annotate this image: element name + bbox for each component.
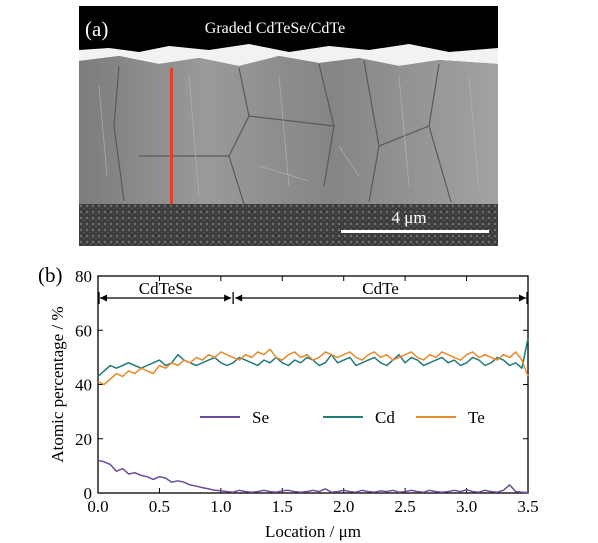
sem-image-panel: 4 μm (a) Graded CdTeSe/CdTe (79, 6, 498, 246)
y-tick-label: 20 (75, 430, 92, 449)
region-label: CdTeSe (139, 279, 193, 298)
y-tick-label: 0 (84, 484, 93, 503)
series-line-te (97, 348, 529, 386)
panel-a-title: Graded CdTeSe/CdTe (205, 20, 345, 37)
line-scan-chart: (b) 0 20 40 60 80 0.0 0.5 1.0 1.5 2.0 2.5 3.0 3.5 Loc… (38, 263, 539, 541)
line-scan-marker (170, 68, 173, 204)
x-tick-label: 2.5 (395, 497, 416, 516)
y-tick-label: 60 (75, 321, 92, 340)
region-arrowhead-left (235, 294, 243, 302)
legend-label-cd: Cd (375, 408, 395, 427)
scale-bar (341, 230, 489, 233)
x-tick-label: 3.0 (456, 497, 477, 516)
x-tick-label: 0.5 (149, 497, 170, 516)
region-label: CdTe (362, 279, 399, 298)
y-tick-label: 80 (75, 267, 92, 286)
sem-cross-section-image: 4 μm (a) Graded CdTeSe/CdTe (79, 6, 498, 246)
x-axis-label: Location / μm (265, 522, 361, 541)
x-tick-label: 0.0 (87, 497, 108, 516)
legend-label-se: Se (252, 408, 269, 427)
region-arrowhead-left (100, 294, 107, 302)
y-tick-label: 40 (75, 376, 92, 395)
panel-a-label: (a) (85, 17, 108, 41)
x-tick-label: 1.5 (272, 497, 293, 516)
scale-bar-label: 4 μm (391, 208, 426, 227)
panel-b-label: (b) (38, 263, 63, 287)
legend-label-te: Te (468, 408, 485, 427)
axes-frame (97, 275, 529, 494)
x-tick-label: 2.0 (333, 497, 354, 516)
region-arrowhead-right (519, 294, 526, 302)
region-arrowhead-right (224, 294, 232, 302)
series-line-se (97, 459, 529, 494)
surface-coating (79, 44, 498, 66)
x-tick-label: 1.0 (210, 497, 231, 516)
y-axis-label: Atomic percentage / % (48, 306, 67, 462)
x-tick-label: 3.5 (517, 497, 538, 516)
plot-area: 0 20 40 60 80 0.0 0.5 1.0 1.5 2.0 2.5 3.0 3.5 Locatio… (48, 267, 539, 541)
film-layer (79, 56, 498, 206)
